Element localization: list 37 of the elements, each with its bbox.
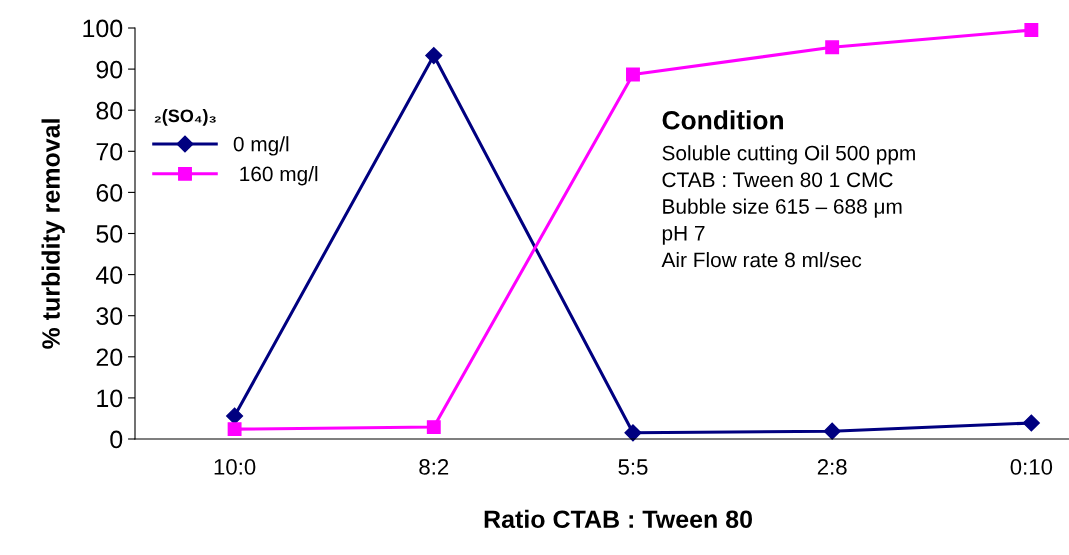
point	[226, 407, 244, 425]
y-tick-label: 70	[96, 142, 123, 161]
y-tick-label: 30	[96, 307, 123, 325]
annotation: Air Flow rate 8 ml/sec	[661, 251, 862, 268]
legend-label: 0 mg/l	[233, 136, 289, 156]
x-tick-label: 8:2	[419, 459, 449, 475]
point	[825, 40, 840, 55]
y-tick-label: 10	[97, 389, 123, 408]
y-tick-label: 90	[96, 60, 123, 79]
point	[426, 420, 441, 435]
point	[425, 46, 443, 65]
point	[1022, 414, 1040, 432]
x-tick-label: 5:5	[618, 459, 648, 475]
y-tick-label: 100	[83, 19, 123, 38]
y-tick-label: 20	[96, 348, 123, 367]
legend-title: ₂(SO₄)₃	[154, 108, 216, 126]
y-axis-title: % turbidity removal	[41, 119, 65, 349]
x-tick-label: 10:0	[214, 459, 256, 475]
annotation: CTAB : Tween 80 1 CMC	[662, 172, 893, 188]
annotation: pH 7	[662, 226, 705, 245]
point	[624, 424, 642, 442]
y-tick-label: 50	[96, 225, 123, 243]
point	[626, 67, 640, 82]
point	[823, 422, 841, 440]
y-tick-label: 40	[95, 266, 123, 284]
x-axis-title: Ratio CTAB : Tween 80	[484, 509, 752, 529]
annotation: Bubble size 615 – 688 μm	[663, 198, 902, 218]
y-tick-label: 0	[110, 430, 123, 449]
x-tick-label: 0:10	[1010, 459, 1053, 475]
x-tick-label: 2:8	[817, 459, 847, 475]
point	[1024, 23, 1039, 38]
y-tick-label: 80	[96, 101, 123, 120]
legend-label: 160 mg/l	[240, 166, 318, 186]
point	[227, 422, 242, 437]
y-tick-label: 60	[96, 184, 123, 202]
annotation: Condition	[662, 110, 783, 130]
annotation: Soluble cutting Oil 500 ppm	[662, 145, 915, 165]
